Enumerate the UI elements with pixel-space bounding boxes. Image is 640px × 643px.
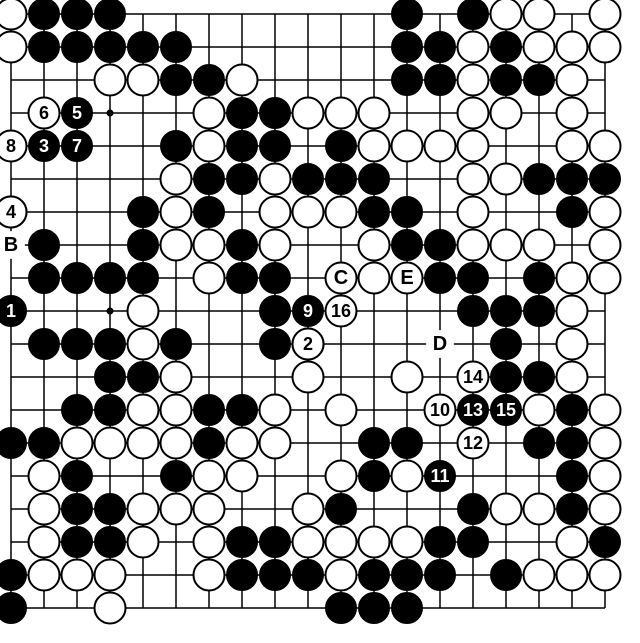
move-number: 1: [6, 301, 16, 321]
move-number: 8: [6, 136, 16, 156]
move-number: 12: [463, 433, 483, 453]
move-number: 13: [463, 400, 483, 420]
board-label: C: [334, 267, 348, 289]
move-number: 10: [430, 400, 450, 420]
move-number: 15: [496, 400, 516, 420]
board-label: A: [37, 0, 51, 7]
move-number: 7: [72, 136, 82, 156]
move-number: 9: [303, 301, 313, 321]
board-label: B: [4, 234, 18, 256]
board-svg: 12345678910111213141516ABCDE: [0, 0, 640, 643]
board-label: E: [400, 267, 413, 289]
board-label: D: [433, 333, 447, 355]
move-number: 11: [430, 466, 449, 486]
move-number: 2: [303, 334, 313, 354]
move-number: 4: [6, 202, 16, 222]
move-number: 3: [39, 136, 49, 156]
move-number: 14: [463, 367, 483, 387]
move-number: 5: [72, 103, 82, 123]
go-board: 12345678910111213141516ABCDE: [0, 0, 640, 643]
move-number: 16: [331, 301, 351, 321]
move-number: 6: [39, 103, 49, 123]
